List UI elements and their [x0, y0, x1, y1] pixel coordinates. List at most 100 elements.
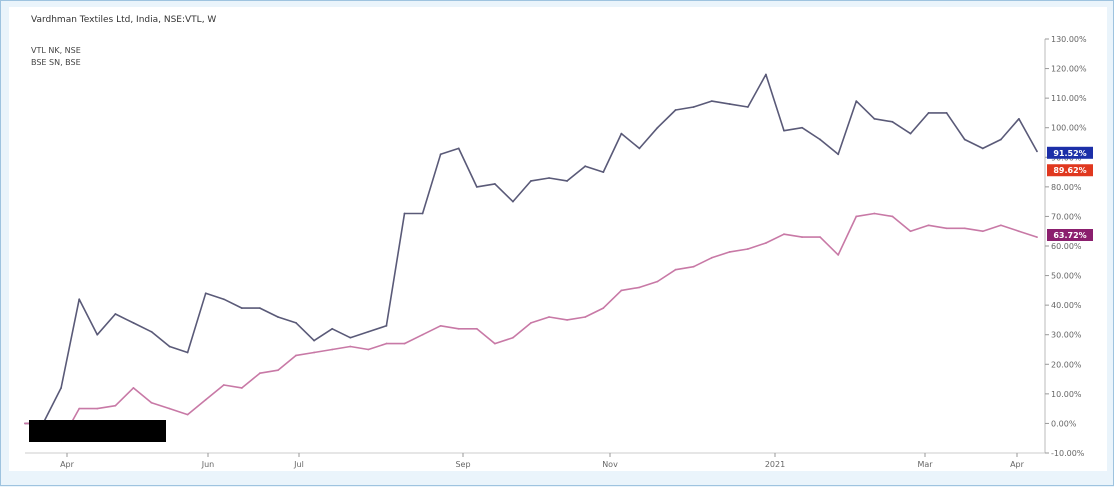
data-point-bse: [548, 316, 550, 318]
data-point-vtl: [96, 333, 99, 336]
chart-legend: VTL NK, NSE BSE SN, BSE: [31, 45, 81, 69]
data-point-vtl: [566, 180, 569, 182]
data-point-vtl: [945, 112, 948, 114]
data-point-vtl: [548, 177, 550, 179]
data-point-vtl: [385, 324, 388, 327]
y-tick-label: 120.00%: [1051, 65, 1087, 74]
data-point-vtl: [150, 330, 153, 333]
data-point-bse: [710, 256, 713, 259]
data-point-bse: [331, 348, 334, 351]
data-point-bse: [819, 236, 822, 239]
y-tick-label: 0.00%: [1051, 419, 1077, 428]
x-tick-label: Apr: [1010, 460, 1025, 469]
y-tick-label: 110.00%: [1051, 94, 1087, 103]
data-point-vtl: [927, 112, 930, 114]
data-point-bse: [638, 286, 641, 289]
y-tick-label: 20.00%: [1051, 360, 1082, 369]
series-line-vtl: [25, 73, 1038, 425]
data-point-vtl: [674, 109, 677, 111]
data-point-bse: [24, 422, 26, 425]
end-label-bse: 63.72%: [1053, 231, 1086, 240]
end-label-vtl-bg: [1047, 146, 1093, 159]
data-point-bse: [96, 407, 99, 410]
legend-item-vtl: VTL NK, NSE: [31, 46, 81, 55]
data-point-vtl: [765, 73, 767, 76]
data-point-bse: [222, 384, 225, 386]
data-point-bse: [493, 342, 496, 345]
data-point-vtl: [746, 106, 749, 108]
data-point-bse: [837, 253, 840, 256]
data-point-bse: [204, 398, 207, 401]
data-point-vtl: [909, 132, 912, 135]
data-point-vtl: [530, 180, 532, 182]
data-point-bse: [295, 354, 297, 357]
data-point-bse: [999, 224, 1002, 227]
data-point-bse: [530, 321, 532, 324]
y-tick-label: 100.00%: [1051, 124, 1087, 133]
y-tick-label: 30.00%: [1051, 331, 1082, 340]
y-tick-label: 80.00%: [1051, 183, 1082, 192]
data-point-bse: [150, 401, 153, 404]
chart-title: Vardhman Textiles Ltd, India, NSE:VTL, W: [31, 15, 217, 25]
data-point-vtl: [710, 100, 713, 102]
data-point-vtl: [493, 183, 496, 185]
x-tick-label: Sep: [455, 460, 470, 469]
data-point-bse: [1036, 236, 1038, 239]
data-point-vtl: [728, 103, 731, 105]
data-point-bse: [963, 227, 966, 230]
data-point-vtl: [367, 330, 370, 333]
data-point-bse: [475, 327, 478, 330]
y-tick-label: 130.00%: [1051, 35, 1087, 44]
data-point-bse: [1018, 230, 1020, 233]
data-point-bse: [132, 387, 135, 389]
data-point-vtl: [475, 185, 478, 188]
data-point-bse: [114, 404, 117, 407]
data-point-vtl: [114, 313, 117, 315]
data-point-vtl: [837, 153, 840, 156]
data-point-bse: [186, 413, 189, 416]
x-tick-label: Mar: [917, 460, 933, 469]
y-tick-label: 50.00%: [1051, 272, 1082, 281]
legend-item-bse: BSE SN, BSE: [31, 58, 81, 67]
y-tick-label: 60.00%: [1051, 242, 1082, 251]
y-tick-label: 10.00%: [1051, 390, 1082, 399]
data-point-bse: [783, 233, 785, 236]
data-point-bse: [421, 333, 424, 336]
data-point-vtl: [240, 307, 243, 309]
data-point-bse: [746, 248, 749, 250]
data-point-vtl: [222, 298, 225, 301]
end-label-extra: 89.62%: [1053, 166, 1086, 175]
data-point-vtl: [349, 336, 352, 339]
data-point-vtl: [313, 339, 316, 342]
data-point-vtl: [277, 316, 279, 318]
data-point-vtl: [186, 351, 189, 354]
chart-panel: [9, 7, 1107, 471]
data-point-bse: [873, 212, 876, 215]
data-point-bse: [439, 324, 442, 327]
data-point-vtl: [132, 321, 135, 324]
data-point-bse: [367, 348, 370, 351]
redaction-box: [29, 420, 166, 442]
data-point-bse: [728, 251, 731, 253]
x-tick-label: Jun: [201, 460, 215, 469]
x-tick-label: 2021: [765, 460, 785, 469]
data-point-bse: [945, 227, 948, 230]
data-point-vtl: [1036, 150, 1038, 153]
data-point-vtl: [457, 147, 460, 150]
data-point-bse: [891, 215, 894, 218]
data-point-vtl: [602, 171, 605, 173]
data-point-vtl: [638, 147, 641, 150]
data-point-vtl: [891, 120, 894, 123]
data-point-bse: [620, 289, 623, 292]
data-point-bse: [512, 336, 514, 339]
data-point-vtl: [439, 153, 442, 156]
data-point-vtl: [963, 138, 966, 141]
data-point-vtl: [981, 147, 984, 150]
data-point-bse: [566, 319, 569, 321]
data-point-bse: [259, 372, 261, 375]
data-point-vtl: [512, 200, 514, 203]
end-label-bse-bg: [1047, 228, 1093, 241]
data-point-vtl: [421, 212, 424, 215]
